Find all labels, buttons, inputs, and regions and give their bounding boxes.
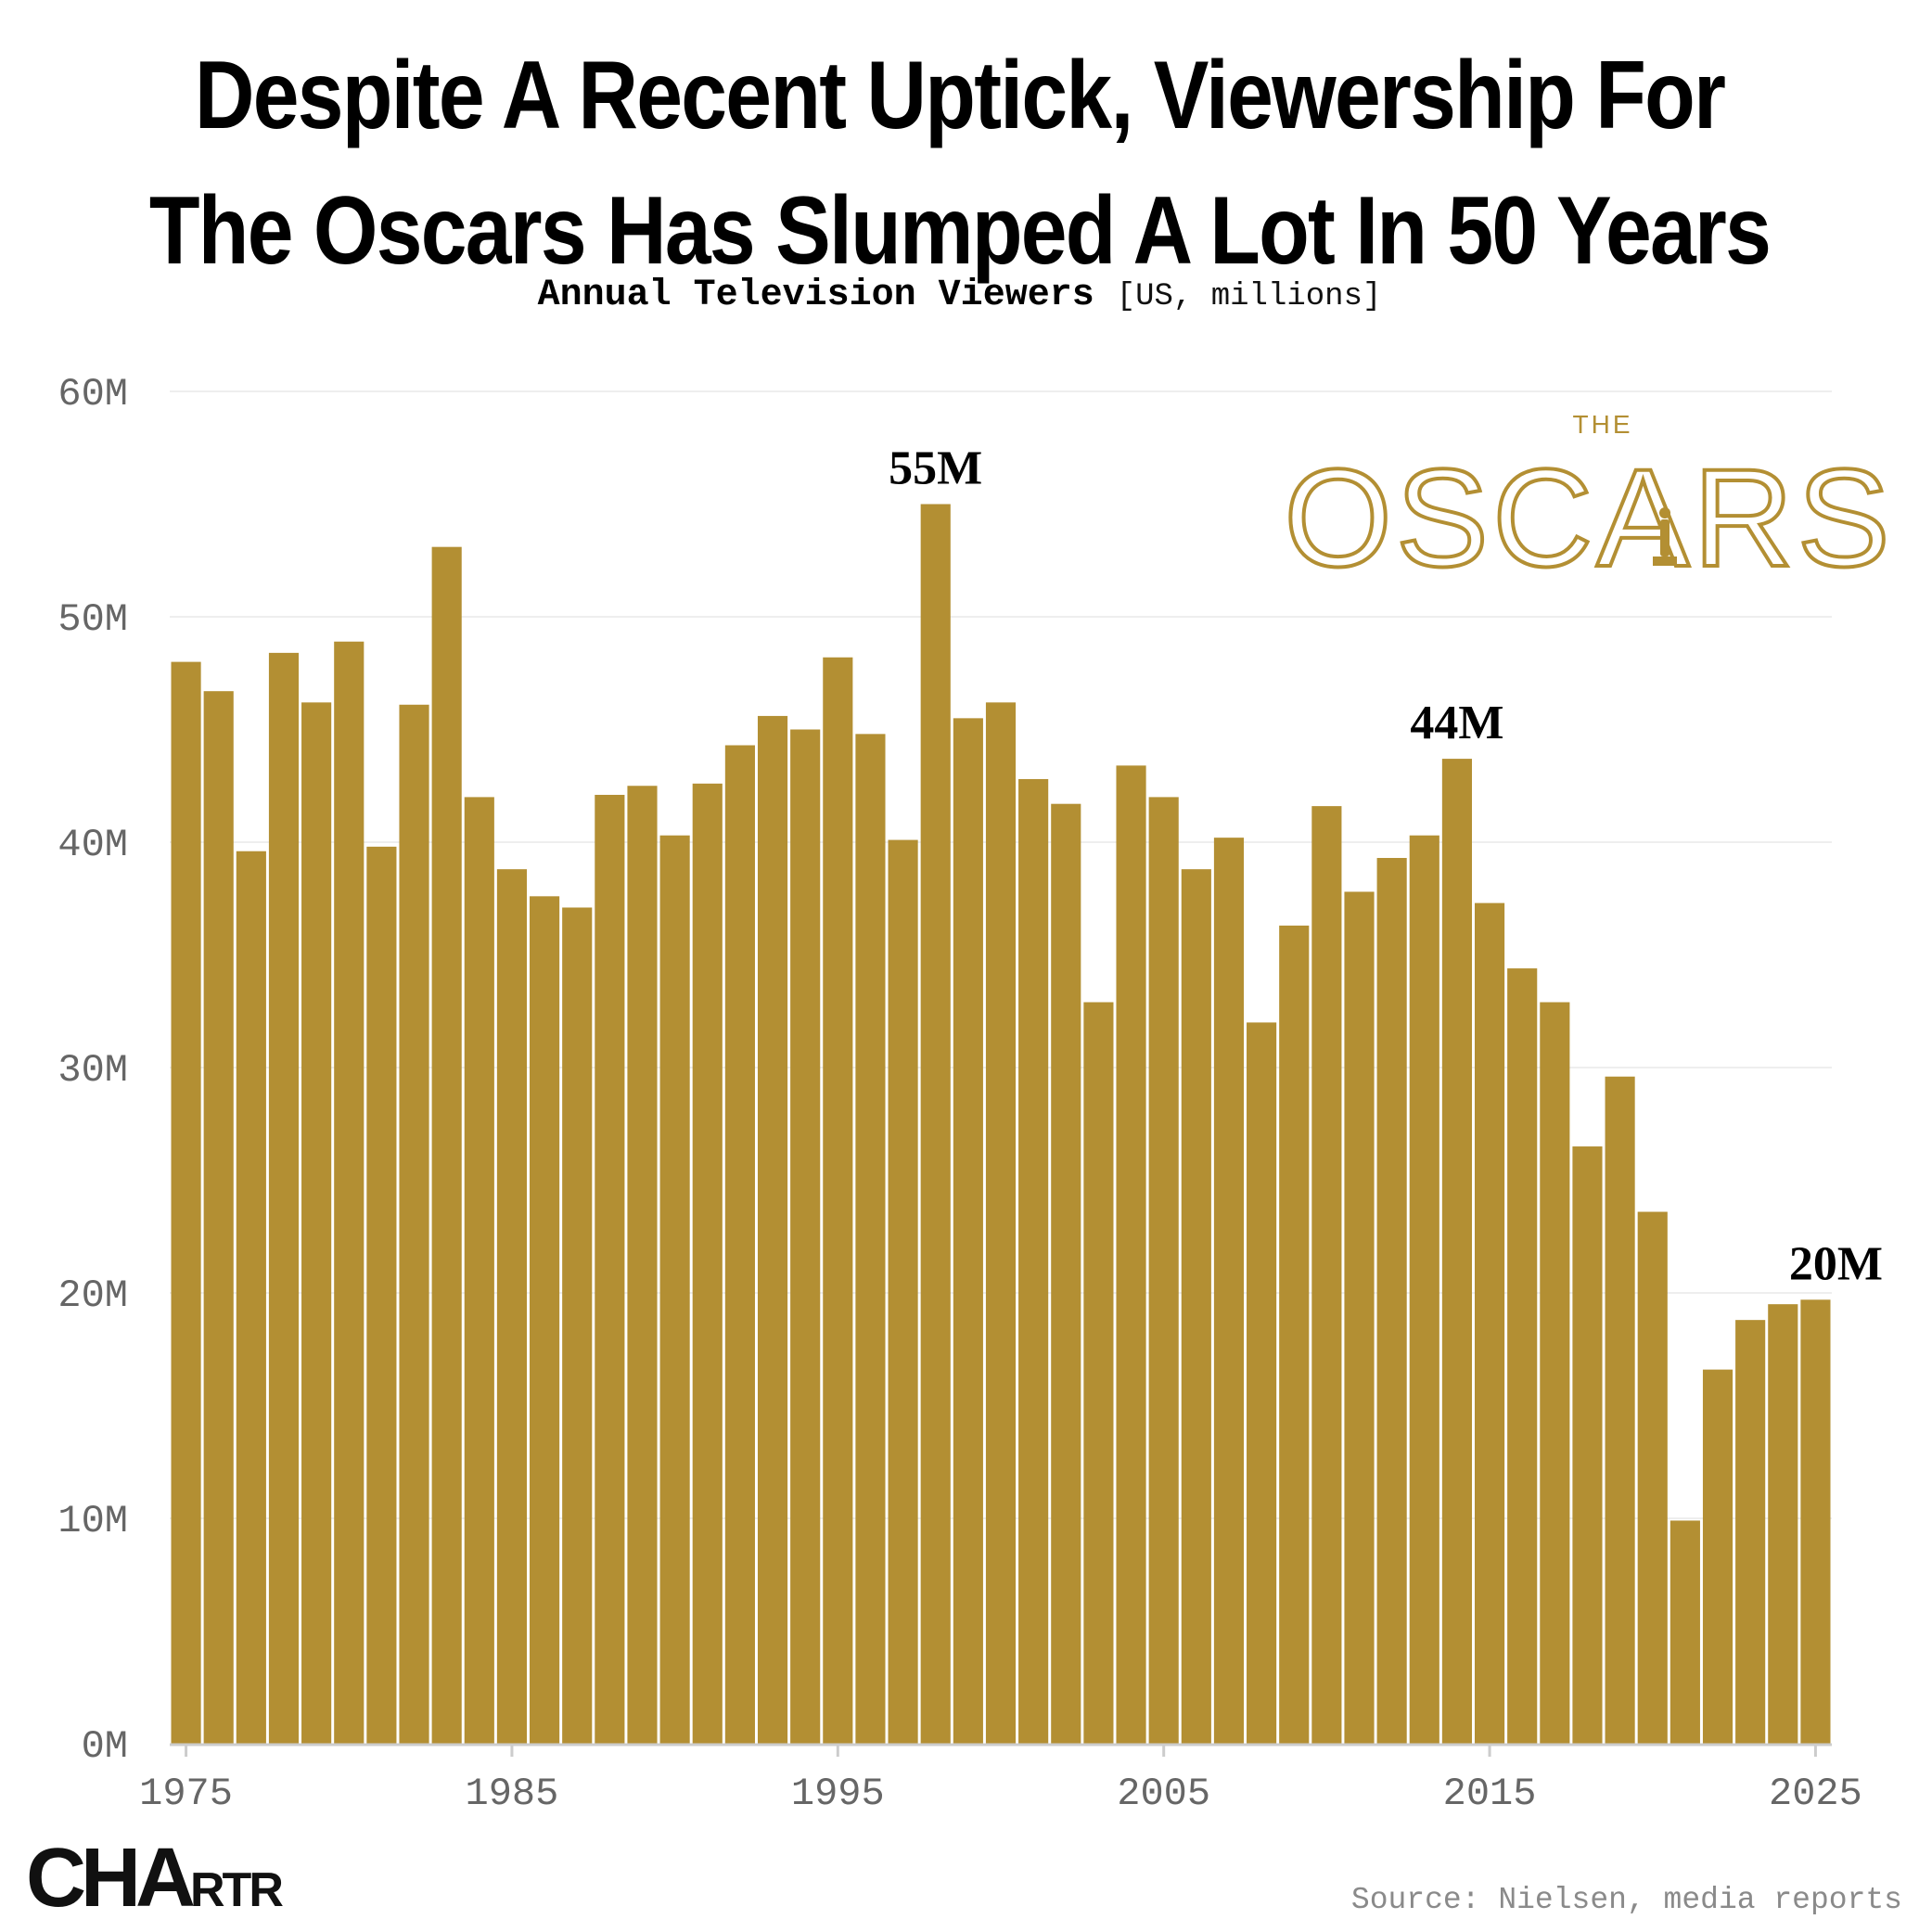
y-tick-label: 30M <box>58 1048 128 1093</box>
y-tick-label: 60M <box>58 372 128 416</box>
bars <box>171 504 1831 1745</box>
bar-2012 <box>1376 858 1407 1744</box>
subtitle-units: [US, millions] <box>1116 279 1382 314</box>
bar-1990 <box>659 835 690 1744</box>
data-label-2014: 44M <box>1410 697 1503 749</box>
bar-1991 <box>692 783 723 1744</box>
data-labels: 55M 44M 20M <box>889 442 1883 1291</box>
bar-2014 <box>1441 759 1472 1744</box>
bar-1986 <box>530 896 560 1744</box>
y-tick-label: 10M <box>58 1499 128 1543</box>
data-label-2025: 20M <box>1789 1237 1883 1290</box>
bar-1996 <box>855 734 886 1744</box>
bar-2016 <box>1507 968 1538 1744</box>
bar-2005 <box>1148 797 1179 1744</box>
oscar-statuette-icon <box>1653 507 1677 566</box>
y-tick-label: 0M <box>82 1724 128 1769</box>
chart-title: Despite A Recent Uptick, Viewership For … <box>134 28 1785 299</box>
chart-title-line-1: Despite A Recent Uptick, Viewership For <box>194 42 1726 149</box>
data-label-1998: 55M <box>889 442 982 495</box>
brand-big: CHA <box>26 1832 196 1925</box>
bar-1982 <box>399 704 429 1744</box>
chart-subtitle: Annual Television Viewers [US, millions] <box>0 275 1919 316</box>
bar-2011 <box>1344 891 1375 1744</box>
chart-title-line-2: The Oscars Has Slumped A Lot In 50 Years <box>148 177 1772 285</box>
bar-2013 <box>1409 835 1439 1744</box>
logo-the-text: THE <box>1573 410 1633 439</box>
bar-1977 <box>236 851 266 1744</box>
bar-2003 <box>1083 1002 1114 1744</box>
bar-1976 <box>203 691 234 1745</box>
subtitle-main: Annual Television Viewers <box>537 275 1094 316</box>
bar-1993 <box>757 715 788 1745</box>
logo-oscars-text: OSCARS <box>1284 440 1893 595</box>
bar-2019 <box>1605 1076 1635 1744</box>
bar-2018 <box>1572 1146 1603 1744</box>
x-tick-label: 1995 <box>791 1772 885 1816</box>
bar-1979 <box>301 702 332 1744</box>
source-note: Source: Nielsen, media reports <box>1350 1883 1902 1917</box>
bar-2024 <box>1768 1304 1798 1744</box>
bar-2008 <box>1247 1022 1277 1744</box>
bar-1975 <box>171 661 201 1744</box>
bar-2023 <box>1735 1320 1766 1744</box>
bar-2020 <box>1637 1211 1668 1744</box>
bar-2010 <box>1311 806 1342 1744</box>
bar-2002 <box>1051 803 1081 1744</box>
y-tick-label: 40M <box>58 823 128 867</box>
x-tick-label: 1985 <box>466 1772 559 1816</box>
y-tick-label: 20M <box>58 1273 128 1318</box>
bar-1999 <box>953 718 983 1744</box>
axes: 0M 10M 20M 30M 40M 50M 60M 1975 1985 1995 2005 2015… <box>58 372 1861 1816</box>
bar-1992 <box>724 745 755 1744</box>
x-tick-label: 2005 <box>1117 1772 1210 1816</box>
bar-2000 <box>985 702 1017 1744</box>
x-tick-label: 2025 <box>1769 1772 1862 1816</box>
bar-1980 <box>334 641 365 1744</box>
bar-2007 <box>1213 838 1245 1744</box>
bar-2025 <box>1800 1299 1831 1744</box>
bar-1997 <box>888 839 918 1744</box>
bar-2021 <box>1670 1520 1700 1744</box>
x-tick-label: 2015 <box>1443 1772 1537 1816</box>
bar-1983 <box>431 546 462 1745</box>
bar-1987 <box>562 907 593 1744</box>
bar-2015 <box>1474 902 1505 1744</box>
bar-1985 <box>496 869 528 1744</box>
y-tick-label: 50M <box>58 597 128 642</box>
bar-1998 <box>920 504 951 1744</box>
bar-1989 <box>627 786 658 1744</box>
bar-1995 <box>823 657 853 1744</box>
brand-small: RTR <box>190 1863 284 1917</box>
bar-2009 <box>1279 925 1310 1744</box>
x-tick-label: 1975 <box>139 1772 233 1816</box>
oscars-logo: THE OSCARS <box>1282 410 1893 597</box>
bar-2001 <box>1018 778 1049 1745</box>
chartr-logo: CHARTR <box>26 1836 284 1932</box>
bar-2017 <box>1540 1002 1570 1744</box>
bar-1981 <box>366 846 397 1744</box>
bar-2006 <box>1181 869 1211 1744</box>
bar-1988 <box>595 794 625 1744</box>
bar-2022 <box>1702 1369 1733 1744</box>
bar-1994 <box>790 729 821 1744</box>
bar-2004 <box>1116 765 1146 1744</box>
bar-1984 <box>464 797 494 1744</box>
bar-1978 <box>268 652 300 1744</box>
